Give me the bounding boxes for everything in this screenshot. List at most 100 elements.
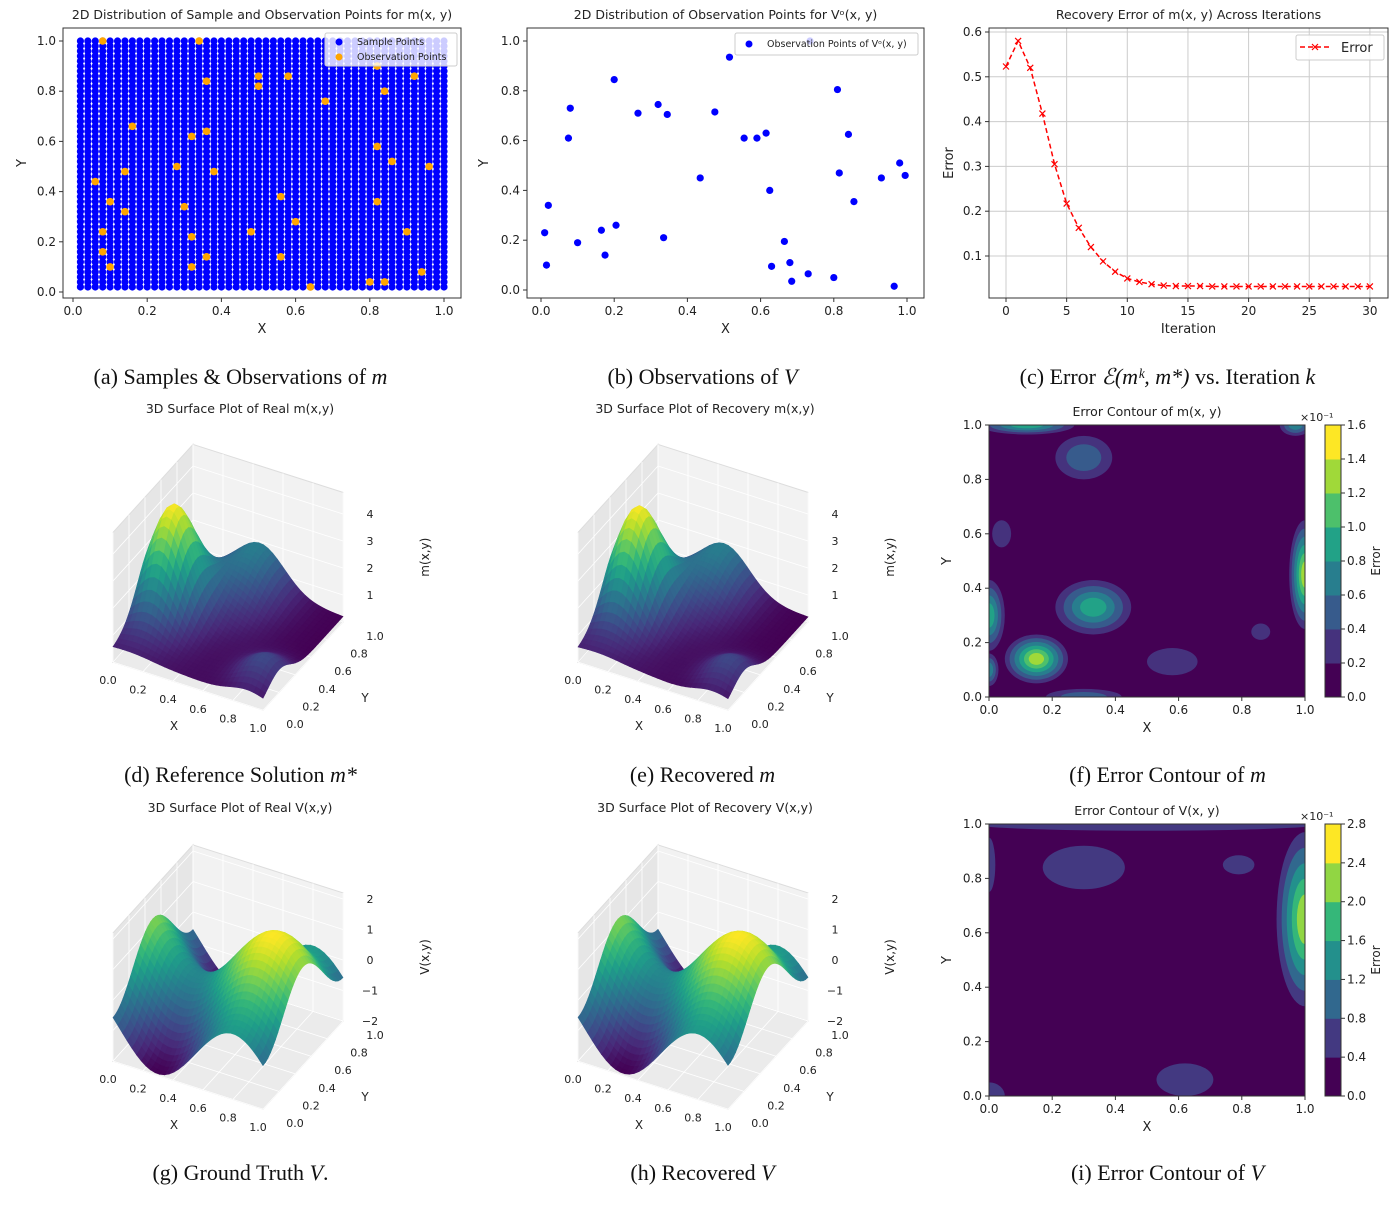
sample-point (254, 112, 263, 120)
sample-point (269, 152, 277, 161)
sample-point (128, 228, 136, 236)
sample-point (410, 172, 418, 181)
sample-point (373, 188, 381, 196)
sample-point (106, 137, 114, 145)
sample-point (425, 177, 433, 186)
sample-point (247, 208, 255, 216)
sample-point (410, 127, 418, 135)
z-axis-label: m(x,y) (418, 538, 432, 577)
sample-point (358, 243, 366, 251)
sample-point (292, 157, 300, 166)
sample-point (225, 177, 233, 186)
sample-point (180, 47, 188, 55)
sample-point (240, 177, 248, 186)
sample-point (395, 157, 404, 166)
observation-point (106, 263, 114, 271)
sample-point (351, 223, 359, 231)
sample-point (113, 253, 122, 261)
sample-point (106, 172, 114, 181)
sample-point (165, 213, 174, 221)
sample-point (358, 132, 366, 140)
sample-point (306, 132, 315, 140)
sample-point (165, 238, 174, 246)
sample-point (262, 208, 270, 216)
sample-point (292, 82, 300, 90)
sample-point (84, 238, 92, 246)
sample-point (113, 278, 122, 286)
sample-point (292, 137, 300, 145)
sample-point (403, 162, 411, 171)
y-tick-label: 1.0 (366, 630, 384, 643)
error-marker (1136, 278, 1143, 286)
sample-point (410, 177, 418, 186)
sample-point (254, 102, 263, 110)
sample-point (358, 177, 366, 186)
legend-marker (335, 38, 343, 46)
sample-point (314, 177, 322, 186)
sample-point (373, 162, 381, 171)
sample-point (440, 152, 448, 161)
sample-point (217, 208, 225, 216)
sample-point (76, 117, 85, 125)
sample-point (158, 127, 166, 135)
sample-point (158, 263, 166, 271)
sample-point (217, 142, 225, 151)
sample-point (262, 218, 270, 226)
sample-point (321, 223, 329, 231)
sample-point (351, 182, 359, 191)
sample-point (106, 82, 114, 90)
sample-point (388, 193, 396, 201)
sample-point (240, 117, 248, 125)
sample-point (425, 107, 433, 115)
sample-point (76, 218, 85, 226)
error-marker (1002, 63, 1010, 70)
sample-point (351, 122, 359, 130)
sample-point (358, 188, 366, 196)
sample-point (128, 268, 136, 276)
sample-point (84, 172, 92, 181)
sample-point (373, 278, 381, 286)
sample-point (165, 87, 174, 95)
sample-point (143, 198, 151, 206)
sample-point (314, 122, 322, 130)
sample-point (262, 147, 270, 156)
sample-point (358, 182, 366, 191)
sample-point (165, 142, 174, 151)
sample-point (121, 177, 129, 186)
sample-point (440, 127, 448, 135)
sample-point (143, 243, 151, 251)
x-tick-label: 0.2 (605, 304, 624, 318)
y-tick-label: 0.6 (799, 665, 817, 678)
sample-point (165, 208, 174, 216)
sample-point (440, 268, 448, 276)
sample-point (418, 198, 426, 206)
sample-point (432, 213, 441, 221)
sample-point (299, 82, 307, 90)
sample-point (195, 77, 203, 85)
sample-point (195, 188, 203, 196)
sample-point (410, 132, 418, 140)
sample-point (128, 77, 136, 85)
sample-point (76, 142, 85, 151)
sample-point (165, 188, 174, 196)
sample-point (432, 253, 441, 261)
sample-point (143, 253, 151, 261)
sample-point (99, 102, 107, 110)
sample-point (329, 228, 337, 236)
sample-point (343, 152, 352, 161)
sample-point (299, 268, 307, 276)
observation-point (284, 72, 292, 80)
sample-point (366, 268, 374, 276)
sample-point (232, 82, 240, 90)
observation-point (98, 248, 107, 256)
sample-point (284, 258, 292, 266)
sample-point (432, 193, 441, 201)
sample-point (225, 97, 233, 105)
sample-point (418, 203, 426, 211)
sample-point (136, 117, 144, 125)
sample-point (202, 273, 211, 281)
sample-point (143, 223, 151, 231)
observation-point (276, 253, 285, 261)
sample-point (440, 112, 448, 120)
sample-point (84, 258, 92, 266)
